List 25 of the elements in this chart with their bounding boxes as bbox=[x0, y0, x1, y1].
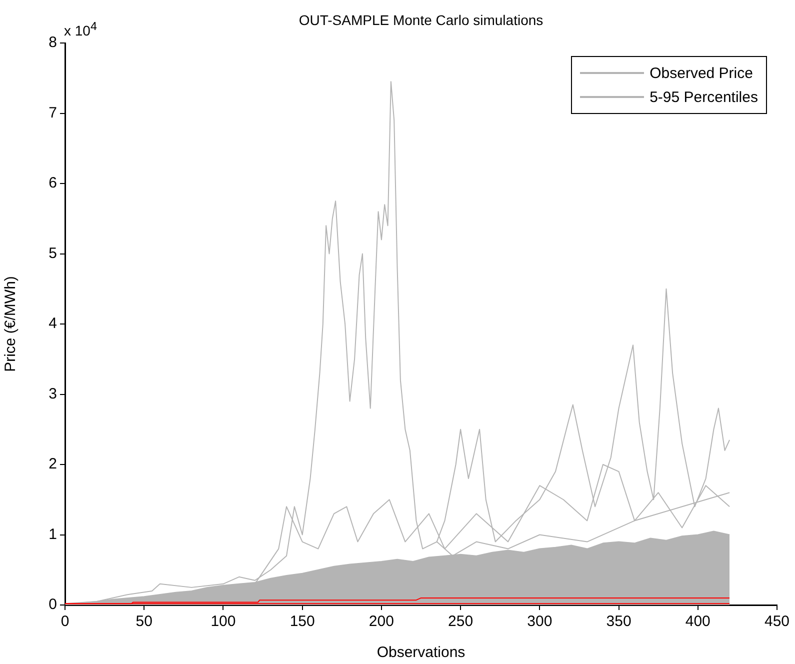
y-tick-label: 4 bbox=[48, 315, 57, 332]
y-tick-label: 5 bbox=[48, 244, 57, 262]
legend-label: Observed Price bbox=[650, 64, 753, 82]
x-axis-title: Observations bbox=[376, 644, 466, 662]
x-tick-label: 450 bbox=[764, 613, 790, 630]
y-tick-label: 0 bbox=[48, 596, 57, 614]
x-tick-label: 150 bbox=[290, 613, 315, 630]
y-tick-label: 7 bbox=[48, 104, 57, 122]
x-tick-label: 400 bbox=[685, 613, 710, 630]
y-tick-label: 1 bbox=[48, 526, 57, 543]
y-axis-title: Price (€/MWh) bbox=[2, 276, 20, 372]
x-tick-label: 0 bbox=[60, 613, 70, 630]
y-tick-label: 2 bbox=[48, 456, 57, 473]
x-tick-label: 250 bbox=[448, 613, 474, 630]
text: x 10$^{4}$ bbox=[64, 20, 97, 39]
y-tick-label: 8 bbox=[48, 34, 57, 52]
y-tick-label: 6 bbox=[48, 174, 57, 192]
x-tick-label: 200 bbox=[368, 613, 394, 630]
x-tick-label: 50 bbox=[136, 613, 152, 630]
chart-title: OUT-SAMPLE Monte Carlo simulations bbox=[298, 12, 544, 28]
y-tick-label: 3 bbox=[48, 385, 57, 402]
x-tick-label: 350 bbox=[606, 613, 632, 630]
x-tick-label: 300 bbox=[527, 613, 552, 630]
legend-label: 5-95 Percentiles bbox=[650, 88, 758, 106]
x-tick-label: 100 bbox=[210, 613, 236, 630]
